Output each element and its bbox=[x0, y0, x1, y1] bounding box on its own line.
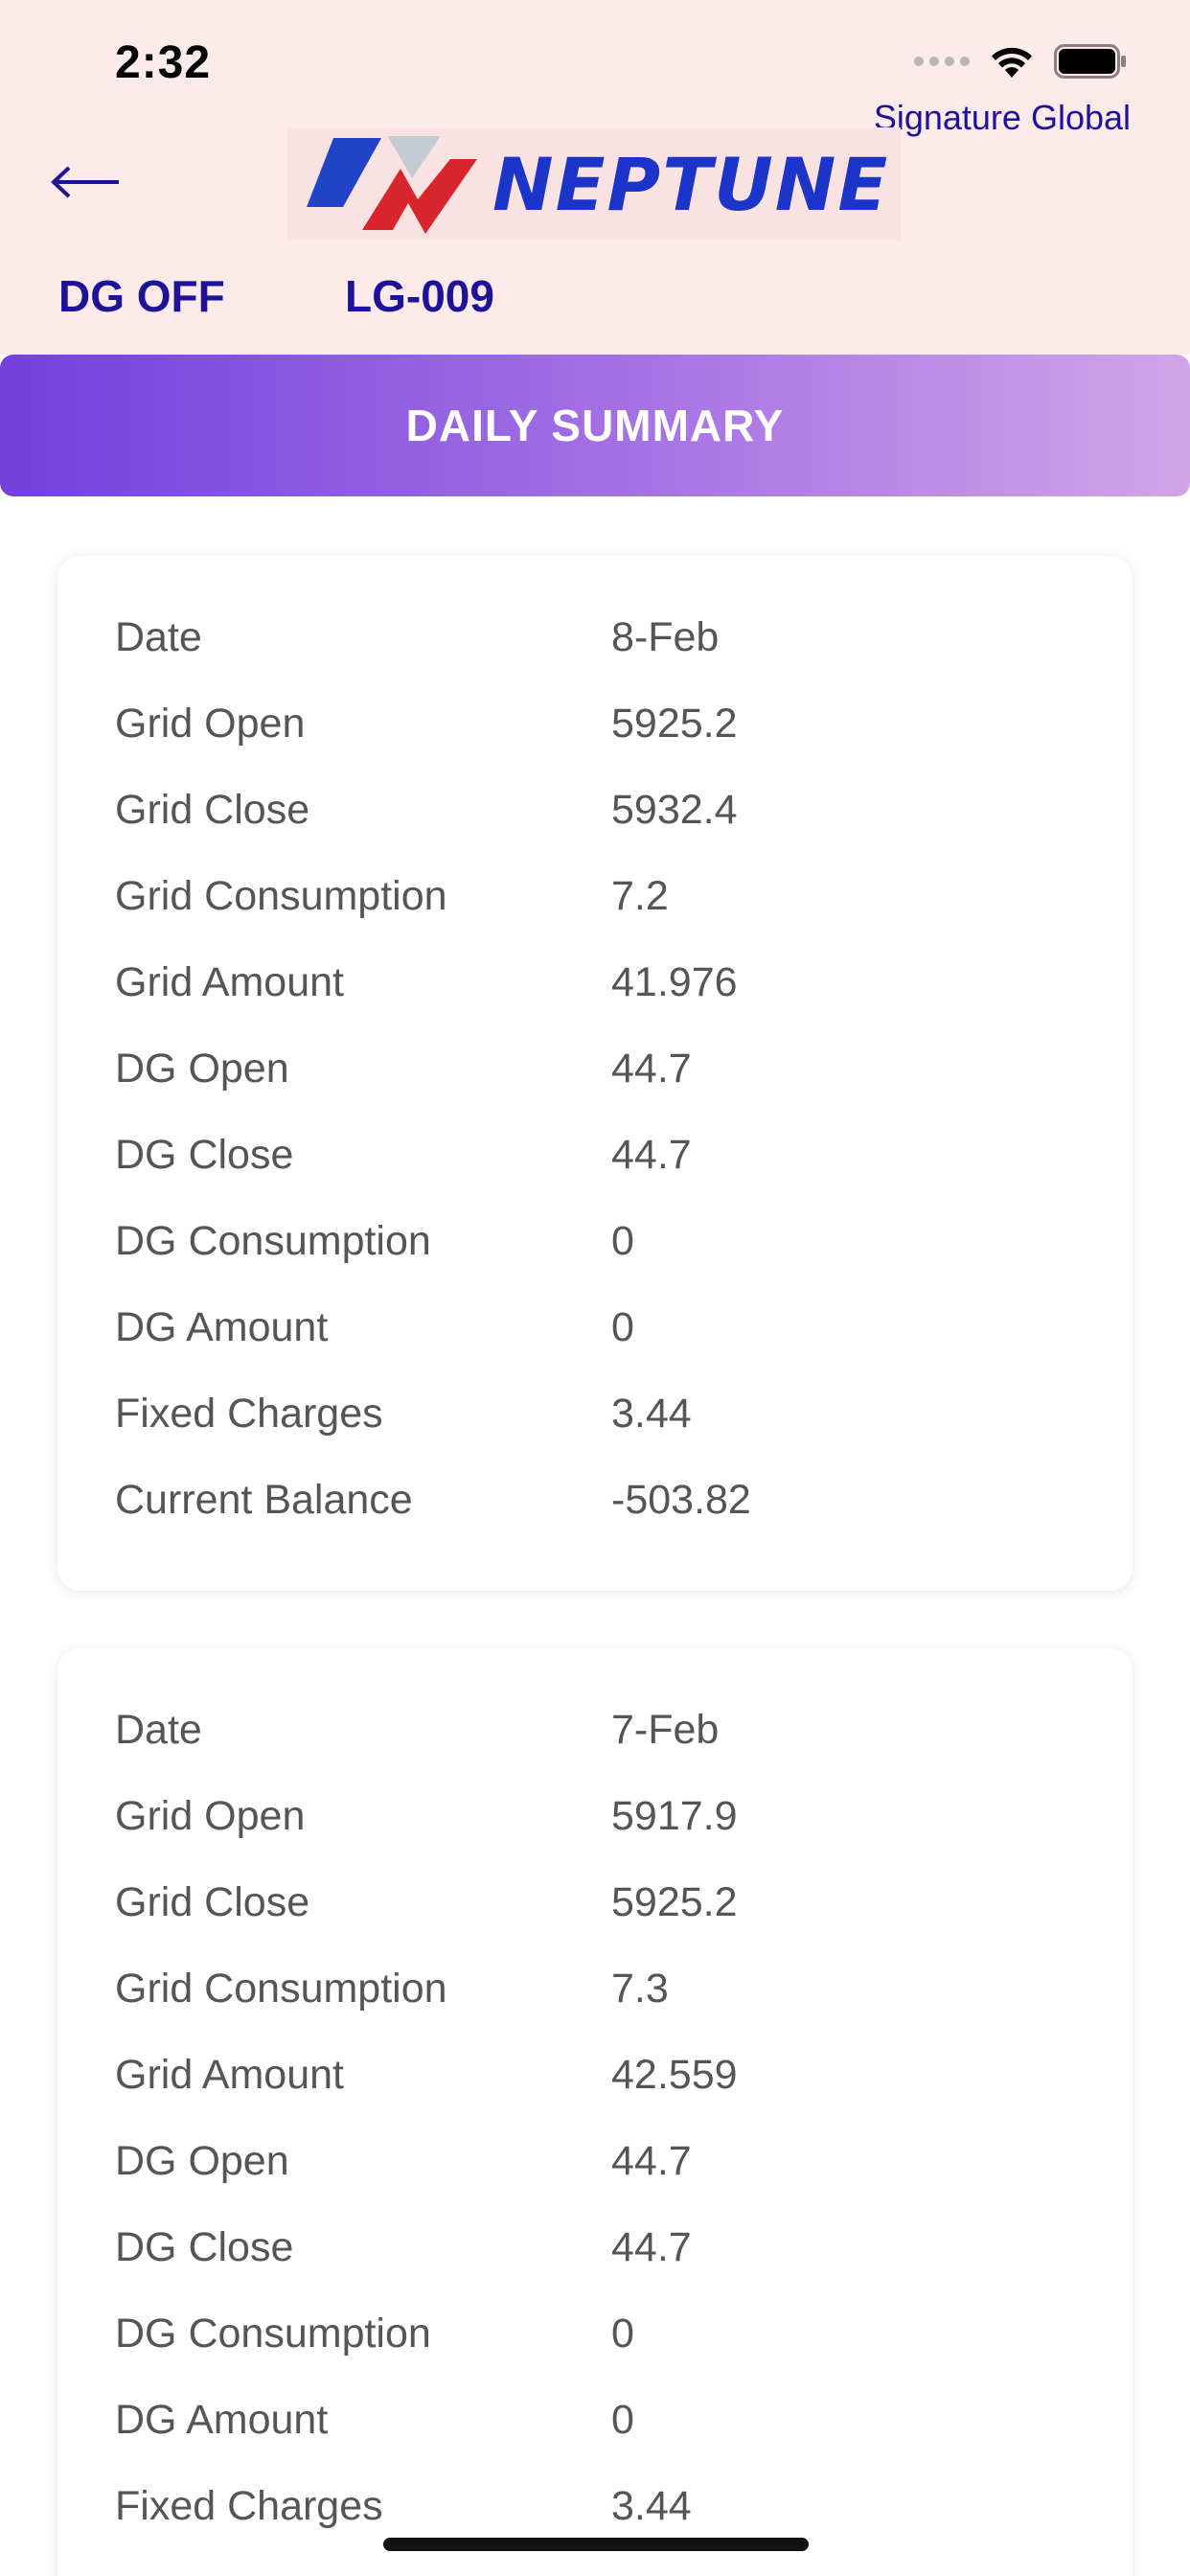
row-value: 7-Feb bbox=[611, 1706, 720, 1753]
row-label: Grid Close bbox=[115, 786, 310, 833]
row-value: 42.559 bbox=[611, 2051, 738, 2098]
row-label: Fixed Charges bbox=[115, 2482, 383, 2529]
daily-summary-title: DAILY SUMMARY bbox=[405, 401, 785, 450]
summary-row: Date 8-Feb bbox=[115, 594, 1075, 680]
summary-row: Fixed Charges 3.44 bbox=[115, 2463, 1075, 2549]
row-value: 0 bbox=[611, 2310, 634, 2357]
summary-row: DG Consumption 0 bbox=[115, 1198, 1075, 1284]
summary-row: DG Open 44.7 bbox=[115, 2118, 1075, 2204]
row-value: -503.82 bbox=[611, 1476, 751, 1523]
back-button[interactable] bbox=[48, 153, 125, 211]
dg-status: DG OFF bbox=[58, 271, 225, 321]
row-label: Grid Consumption bbox=[115, 1965, 447, 2012]
row-value: 41.976 bbox=[611, 958, 738, 1005]
summary-row: Grid Close 5932.4 bbox=[115, 767, 1075, 853]
row-label: DG Open bbox=[115, 1045, 289, 1092]
summary-card: Date 8-Feb Grid Open 5925.2 Grid Close 5932… bbox=[57, 556, 1133, 1591]
row-label: DG Consumption bbox=[115, 1217, 431, 1264]
row-label: DG Consumption bbox=[115, 2310, 431, 2357]
row-value: 0 bbox=[611, 2396, 634, 2443]
row-label: Grid Open bbox=[115, 1792, 306, 1839]
status-time: 2:32 bbox=[115, 37, 212, 88]
row-label: DG Open bbox=[115, 2137, 289, 2184]
row-label: DG Amount bbox=[115, 2396, 329, 2443]
summary-row: Fixed Charges 3.44 bbox=[115, 1370, 1075, 1457]
summary-row: Grid Open 5917.9 bbox=[115, 1773, 1075, 1859]
row-value: 3.44 bbox=[611, 2482, 692, 2529]
wifi-icon bbox=[992, 47, 1032, 78]
summary-row: Grid Consumption 7.3 bbox=[115, 1945, 1075, 2032]
row-value: 5917.9 bbox=[611, 1792, 738, 1839]
daily-summary-banner: DAILY SUMMARY bbox=[0, 355, 1190, 496]
battery-icon bbox=[1054, 44, 1126, 79]
row-value: 44.7 bbox=[611, 1131, 692, 1178]
neptune-logo-mark-icon bbox=[307, 136, 477, 234]
row-value: 5932.4 bbox=[611, 786, 738, 833]
row-value: 44.7 bbox=[611, 2223, 692, 2270]
row-value: 7.3 bbox=[611, 1965, 669, 2012]
back-arrow-icon bbox=[51, 166, 119, 198]
row-value: 7.2 bbox=[611, 872, 669, 919]
home-indicator[interactable] bbox=[383, 2538, 809, 2551]
summary-card: Date 7-Feb Grid Open 5917.9 Grid Close 5925… bbox=[57, 1648, 1133, 2576]
row-label: Grid Consumption bbox=[115, 872, 447, 919]
row-value: 5925.2 bbox=[611, 1878, 738, 1925]
row-label: DG Amount bbox=[115, 1303, 329, 1350]
row-value: 5925.2 bbox=[611, 700, 738, 747]
row-value: 0 bbox=[611, 1303, 634, 1350]
row-label: Date bbox=[115, 613, 202, 660]
row-value: 44.7 bbox=[611, 1045, 692, 1092]
row-label: Fixed Charges bbox=[115, 1390, 383, 1437]
header: 2:32 Signature Global bbox=[0, 0, 1190, 355]
row-label: Date bbox=[115, 1706, 202, 1753]
row-value: 3.44 bbox=[611, 1390, 692, 1437]
summary-row: DG Amount 0 bbox=[115, 1284, 1075, 1370]
logo-text: NEPTUNE bbox=[492, 141, 890, 227]
summary-row: DG Close 44.7 bbox=[115, 1112, 1075, 1198]
organization-name: Signature Global bbox=[873, 98, 1131, 137]
summary-row: Grid Close 5925.2 bbox=[115, 1859, 1075, 1945]
row-label: Grid Amount bbox=[115, 2051, 344, 2098]
row-label: Grid Open bbox=[115, 700, 306, 747]
row-label: Grid Close bbox=[115, 1878, 310, 1925]
status-icons bbox=[914, 42, 1127, 80]
neptune-logo: NEPTUNE bbox=[287, 127, 901, 241]
summary-row: Grid Amount 41.976 bbox=[115, 939, 1075, 1025]
summary-row: Grid Amount 42.559 bbox=[115, 2032, 1075, 2118]
row-label: Current Balance bbox=[115, 1476, 413, 1523]
summary-row: DG Open 44.7 bbox=[115, 1025, 1075, 1112]
summary-row: Date 7-Feb bbox=[115, 1687, 1075, 1773]
row-label: Grid Amount bbox=[115, 958, 344, 1005]
row-label: DG Close bbox=[115, 2223, 294, 2270]
meter-id: LG-009 bbox=[345, 271, 494, 321]
summary-row: Current Balance -503.82 bbox=[115, 1457, 1075, 1543]
row-value: 0 bbox=[611, 1217, 634, 1264]
summary-row: DG Close 44.7 bbox=[115, 2204, 1075, 2290]
summary-row: DG Amount 0 bbox=[115, 2377, 1075, 2463]
row-value: 44.7 bbox=[611, 2137, 692, 2184]
cellular-signal-icon bbox=[914, 57, 970, 66]
summary-row: Grid Open 5925.2 bbox=[115, 680, 1075, 767]
row-value: 8-Feb bbox=[611, 613, 720, 660]
row-label: DG Close bbox=[115, 1131, 294, 1178]
summary-row: Grid Consumption 7.2 bbox=[115, 853, 1075, 939]
summary-row: DG Consumption 0 bbox=[115, 2290, 1075, 2377]
